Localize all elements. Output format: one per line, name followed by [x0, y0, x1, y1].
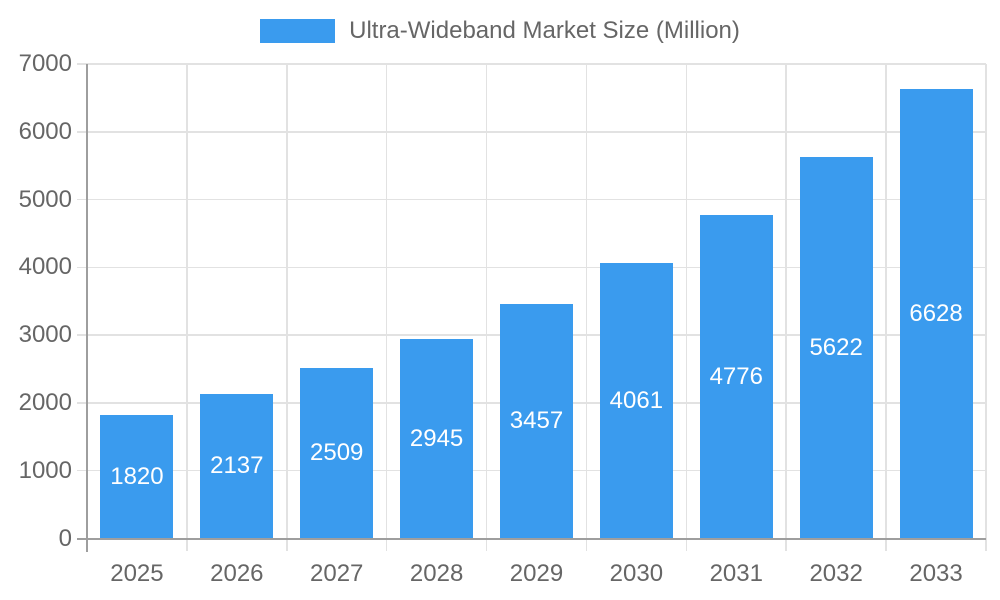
- x-tick-label: 2033: [909, 560, 963, 587]
- x-axis-line: [77, 537, 986, 540]
- y-tick-label: 1000: [18, 456, 72, 484]
- x-tick-label: 2025: [110, 560, 164, 587]
- y-axis-line: [86, 64, 88, 552]
- x-tick-label: 2030: [609, 560, 664, 587]
- bar-value-label: 4061: [609, 386, 664, 414]
- bar-value-label: 2509: [310, 439, 364, 467]
- bar[interactable]: 4061: [599, 263, 673, 539]
- y-tick-mark: [77, 63, 87, 65]
- x-tick-label: 2029: [509, 560, 564, 587]
- y-tick-mark: [77, 469, 87, 472]
- x-tick-mark: [385, 538, 388, 551]
- bar[interactable]: 3457: [500, 304, 573, 539]
- y-tick-mark: [77, 334, 87, 336]
- bar-value-label: 4776: [709, 362, 763, 390]
- x-gridline: [785, 64, 787, 539]
- x-tick-mark: [685, 538, 688, 551]
- bar[interactable]: 2509: [300, 368, 374, 539]
- x-gridline: [186, 64, 188, 539]
- bar-value-label: 5622: [809, 333, 863, 361]
- bar-value-label: 2945: [409, 424, 464, 452]
- bar[interactable]: 1820: [100, 415, 174, 539]
- y-tick-label: 7000: [18, 50, 72, 77]
- chart-legend[interactable]: Ultra-Wideband Market Size (Million): [0, 17, 1000, 45]
- y-tick-label: 0: [58, 524, 72, 552]
- y-tick-mark: [77, 198, 87, 201]
- y-tick-mark: [77, 266, 87, 269]
- y-tick-label: 5000: [18, 185, 72, 213]
- y-gridline: [87, 198, 986, 201]
- x-tick-mark: [186, 538, 188, 551]
- x-tick-label: 2028: [409, 560, 464, 587]
- x-gridline: [286, 64, 288, 539]
- bar[interactable]: 4776: [699, 214, 773, 539]
- legend-label: Ultra-Wideband Market Size (Million): [349, 17, 740, 44]
- bar[interactable]: 2945: [400, 338, 474, 539]
- y-tick-label: 4000: [18, 253, 72, 281]
- bar[interactable]: 6628: [899, 89, 973, 539]
- x-gridline: [385, 64, 388, 539]
- x-tick-label: 2026: [210, 560, 264, 587]
- bar-value-label: 3457: [509, 407, 564, 435]
- x-gridline: [985, 64, 987, 539]
- y-tick-mark: [77, 131, 87, 133]
- x-gridline: [885, 64, 887, 539]
- x-gridline: [485, 64, 488, 539]
- x-tick-mark: [485, 538, 488, 551]
- x-tick-mark: [585, 538, 588, 551]
- bar[interactable]: 2137: [200, 393, 274, 539]
- x-tick-mark: [985, 538, 987, 551]
- x-tick-label: 2031: [709, 560, 763, 587]
- y-gridline: [87, 63, 986, 65]
- bar-value-label: 1820: [110, 462, 164, 490]
- x-tick-label: 2032: [809, 560, 863, 587]
- x-tick-label: 2027: [310, 560, 364, 587]
- bar-value-label: 6628: [909, 299, 963, 327]
- y-tick-label: 6000: [18, 117, 72, 145]
- bar[interactable]: 5622: [799, 157, 873, 539]
- x-tick-mark: [785, 538, 787, 551]
- x-tick-mark: [885, 538, 887, 551]
- x-tick-mark: [286, 538, 288, 551]
- y-tick-label: 3000: [18, 321, 72, 349]
- y-gridline: [87, 131, 986, 133]
- x-gridline: [685, 64, 688, 539]
- x-gridline: [585, 64, 588, 539]
- y-tick-label: 2000: [18, 388, 72, 416]
- y-gridline: [87, 266, 986, 269]
- legend-swatch-icon: [260, 19, 336, 43]
- y-tick-mark: [77, 402, 87, 404]
- bar-value-label: 2137: [210, 452, 264, 480]
